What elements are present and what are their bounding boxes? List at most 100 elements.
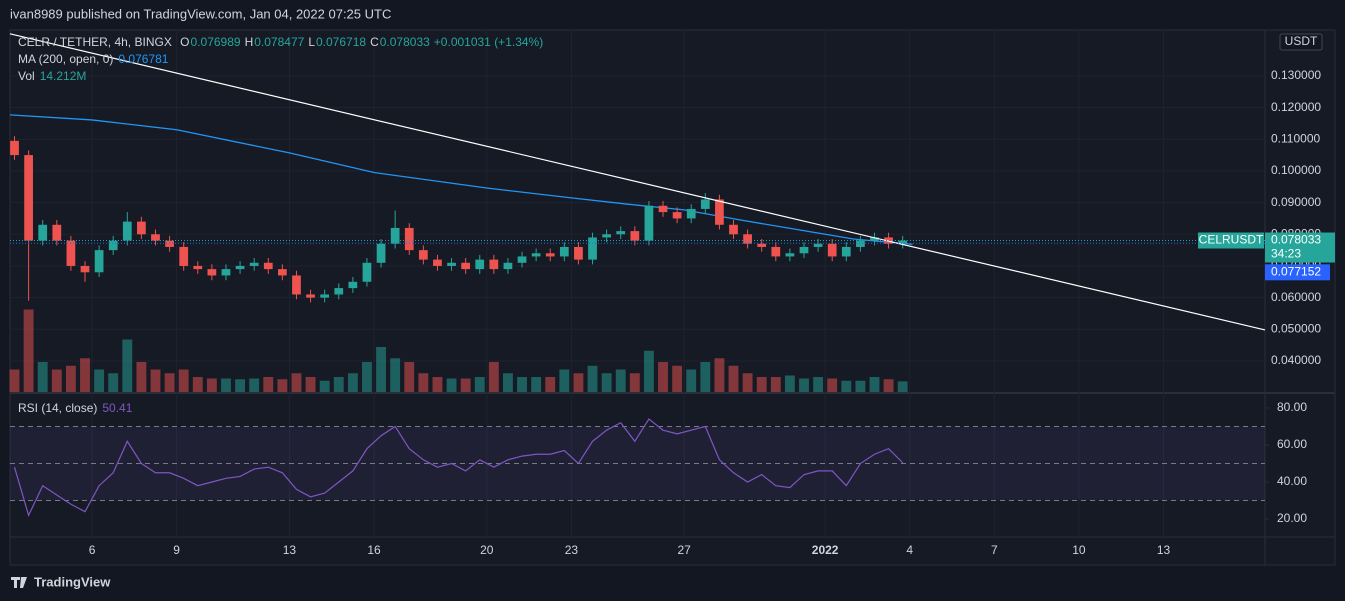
ohlc-item: C0.078033: [370, 35, 430, 49]
x-tick-label: 20: [480, 543, 494, 557]
volume-bar: [784, 375, 795, 392]
ohlc-key: C: [370, 35, 379, 49]
candle-body: [672, 212, 682, 219]
volume-bar: [714, 358, 725, 392]
x-tick-label: 4: [906, 543, 913, 557]
candle-body: [80, 265, 90, 273]
y-tick-label: 0.060000: [1271, 290, 1321, 304]
ohlc-value: 0.078033: [379, 35, 430, 49]
candle-body: [616, 231, 626, 235]
legend-main: CELR / TETHER, 4h, BINGX O0.076989 H0.078…: [18, 35, 548, 49]
y-tick-label: 0.120000: [1271, 100, 1321, 114]
volume-bar: [136, 362, 147, 392]
candle-body: [122, 221, 132, 241]
volume-bar: [643, 350, 654, 392]
candle-body: [503, 262, 513, 270]
candle-body: [771, 246, 781, 257]
volume-bar: [221, 378, 231, 392]
volume-bar: [559, 369, 570, 392]
x-tick-label: 16: [367, 543, 381, 557]
vol-value: 14.212M: [39, 69, 87, 83]
volume-bar: [263, 377, 274, 392]
volume-bar: [474, 377, 485, 392]
volume-bar: [333, 377, 344, 392]
publisher: ivan8989 published on TradingView.com, J…: [10, 6, 391, 21]
volume-bar: [23, 309, 34, 392]
candle-body: [334, 288, 344, 295]
rsi-tick-label: 40.00: [1277, 474, 1307, 488]
volume-bar: [587, 365, 598, 392]
candle-body: [278, 269, 287, 276]
volume-bar: [672, 365, 683, 392]
volume-bar: [291, 373, 302, 392]
x-tick-label: 27: [677, 543, 691, 557]
ohlc-key: H: [244, 35, 254, 49]
candle-body: [292, 275, 301, 295]
volume-bar: [65, 365, 76, 392]
trendline: [9, 33, 1266, 331]
rsi-line: [13, 418, 904, 518]
ma-value: 0.076781: [118, 52, 169, 66]
y-tick-label: 0.040000: [1271, 353, 1321, 367]
volume-bar: [94, 369, 105, 392]
x-tick-label: 9: [173, 543, 180, 557]
legend-rsi: RSI (14, close) 50.41: [18, 401, 137, 415]
volume-bar: [460, 378, 471, 392]
candle-body: [193, 265, 203, 270]
volume-bar: [869, 377, 880, 392]
volume-bar: [700, 362, 711, 392]
candle-body: [489, 259, 499, 270]
volume-bar: [686, 369, 697, 392]
volume-bar: [249, 378, 260, 392]
y-tick-label: 0.100000: [1271, 163, 1321, 177]
volume-bar: [51, 369, 62, 392]
volume-bar: [517, 377, 527, 392]
brand: TradingView: [34, 574, 111, 589]
symbol-tag-label: CELRUSDT: [1199, 233, 1264, 247]
vol-label: Vol: [18, 69, 35, 83]
volume-bar: [122, 339, 133, 392]
volume-bar: [813, 377, 824, 392]
volume-bar: [37, 362, 48, 392]
candle-body: [715, 199, 724, 225]
candle-body: [263, 262, 273, 270]
rsi-tick-label: 20.00: [1277, 511, 1307, 525]
candle-body: [531, 253, 541, 257]
candle-body: [870, 237, 879, 241]
brand-logo: [11, 577, 27, 588]
candle-body: [827, 243, 837, 257]
candle-body: [517, 256, 527, 263]
ma-line: [9, 114, 913, 246]
candle-body: [447, 262, 456, 266]
ohlc-item: O0.076989: [180, 35, 240, 49]
candle-body: [729, 224, 738, 235]
legend-vol: Vol 14.212M: [18, 69, 91, 83]
candle-body: [10, 140, 19, 156]
candle-body: [813, 243, 823, 247]
x-tick-label: 6: [89, 543, 96, 557]
volume-bar: [545, 377, 556, 392]
change: +0.001031 (+1.34%): [433, 35, 544, 49]
candle-body: [418, 250, 428, 260]
candle-body: [898, 240, 908, 244]
candle-body: [658, 205, 668, 213]
candle-body: [179, 246, 189, 266]
volume-bar: [305, 377, 316, 392]
price-tag: [1265, 232, 1335, 263]
candle-body: [475, 259, 485, 270]
volume-bar: [362, 362, 372, 392]
x-tick-label: 23: [565, 543, 579, 557]
candle-body: [743, 234, 752, 244]
y-tick-label: 0.130000: [1271, 68, 1321, 82]
candle-body: [588, 237, 597, 260]
candle-body: [757, 243, 767, 247]
candle-body: [686, 208, 696, 219]
volume-bar: [404, 362, 415, 392]
price-tag-countdown: 34:23: [1271, 247, 1301, 261]
volume-bar: [80, 358, 90, 392]
ohlc-value: 0.078477: [254, 35, 305, 49]
volume-bar: [390, 358, 401, 392]
rsi-value: 50.41: [102, 401, 133, 415]
volume-bar: [446, 378, 457, 392]
